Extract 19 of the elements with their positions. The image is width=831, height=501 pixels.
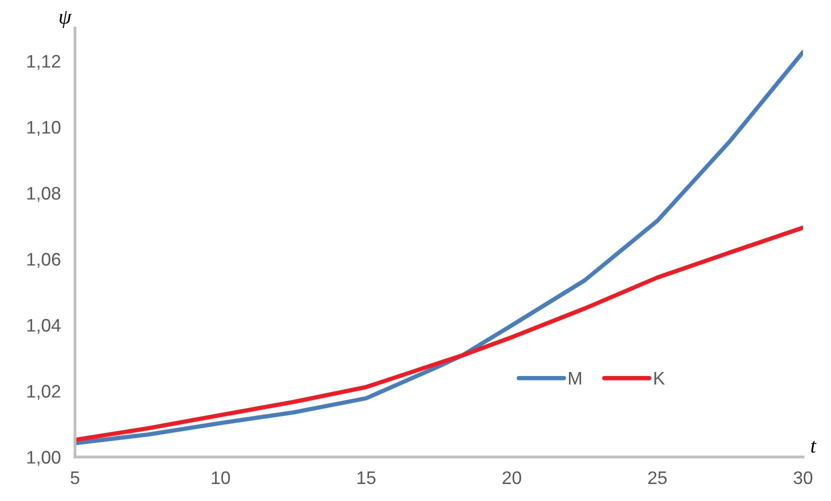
y-tick-label: 1,00 — [27, 450, 60, 466]
line-series — [75, 226, 803, 442]
x-tick-label: 5 — [70, 472, 80, 484]
y-tick-label: 1,08 — [27, 186, 60, 202]
x-axis-title: t — [811, 440, 816, 453]
y-axis-title: ψ — [60, 11, 72, 28]
x-tick-label: 10 — [212, 471, 230, 484]
x-tick-label: 15 — [358, 472, 376, 484]
legend-label: M — [568, 372, 582, 384]
legend-label: K — [654, 372, 665, 384]
x-tick-label: 30 — [794, 471, 812, 484]
line-series — [75, 50, 803, 446]
y-tick-label: 1,06 — [27, 252, 60, 268]
x-tick-label: 20 — [502, 471, 522, 484]
y-tick-label: 1,04 — [27, 318, 61, 334]
y-tick-label: 1,02 — [27, 384, 60, 400]
y-tick-label: 1,10 — [27, 120, 60, 136]
y-tick-label: 1,12 — [27, 54, 60, 70]
x-tick-label: 25 — [648, 471, 667, 484]
